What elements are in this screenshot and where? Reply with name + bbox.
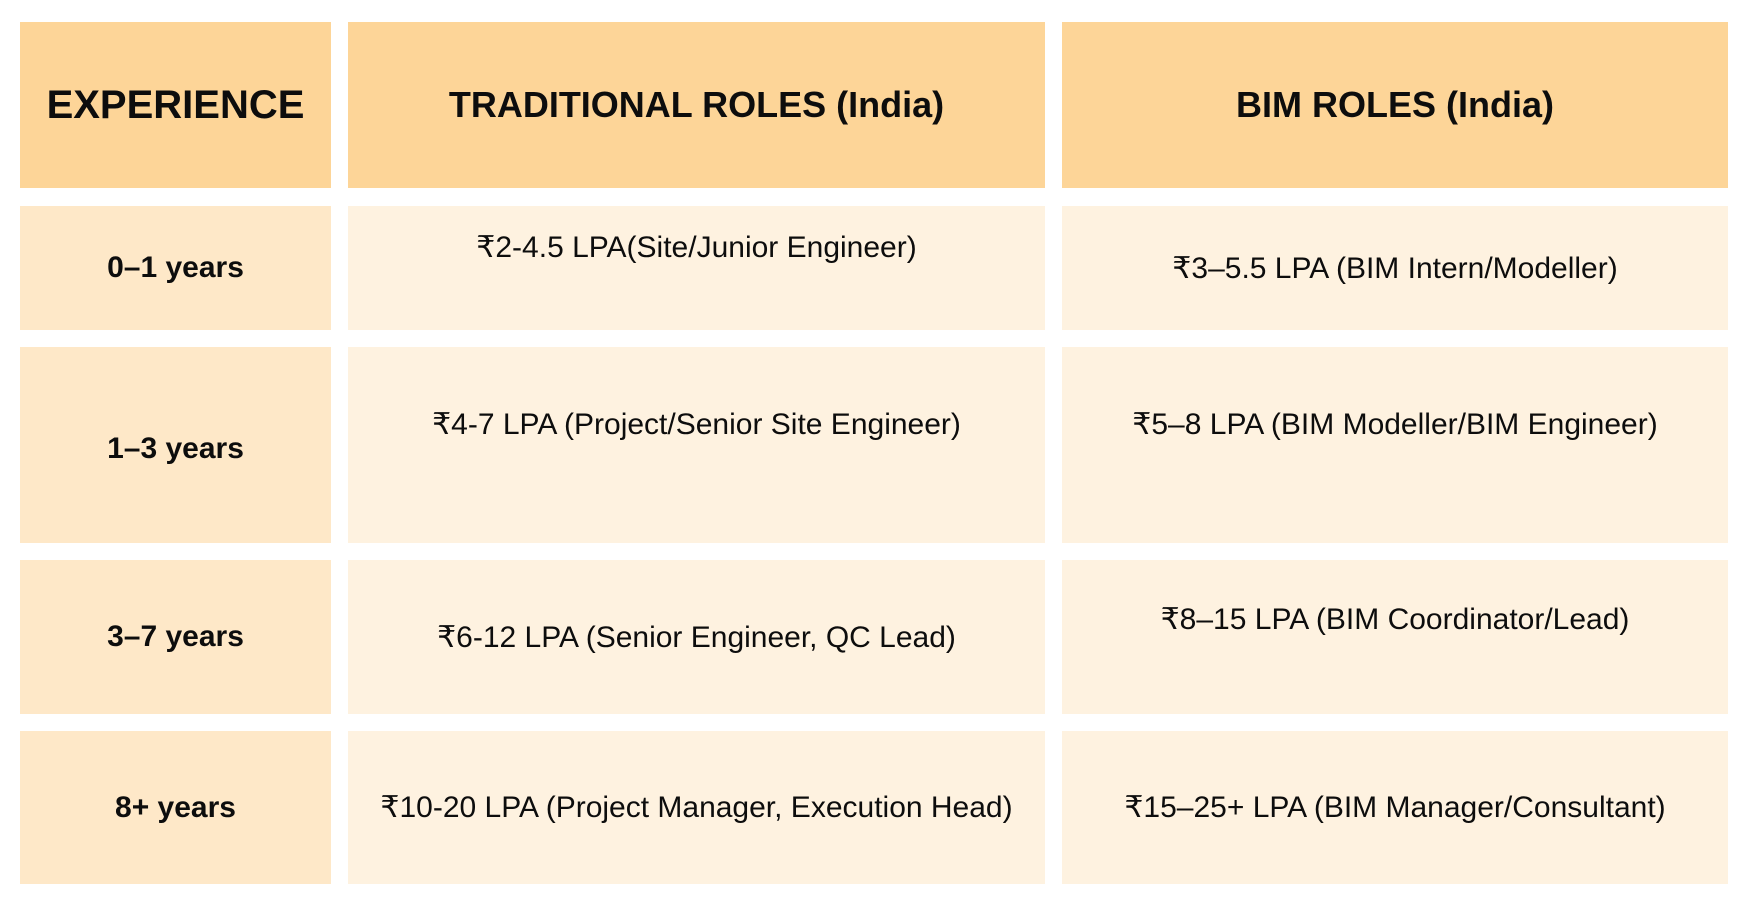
experience-label: 8+ years (115, 790, 236, 824)
experience-cell: 3–7 years (20, 560, 331, 714)
traditional-cell: ₹6-12 LPA (Senior Engineer, QC Lead) (348, 560, 1045, 714)
header-traditional-label: TRADITIONAL ROLES (India) (448, 84, 945, 125)
traditional-salary: ₹10-20 LPA (Project Manager, Execution H… (380, 791, 1013, 824)
header-experience-label: EXPERIENCE (46, 82, 305, 127)
experience-cell: 1–3 years (20, 347, 331, 543)
bim-cell: ₹8–15 LPA (BIM Coordinator/Lead) (1062, 560, 1728, 714)
traditional-salary: ₹6-12 LPA (Senior Engineer, QC Lead) (437, 620, 956, 654)
traditional-cell: ₹4-7 LPA (Project/Senior Site Engineer) (348, 347, 1045, 543)
traditional-cell: ₹10-20 LPA (Project Manager, Execution H… (348, 731, 1045, 884)
header-experience: EXPERIENCE (20, 22, 331, 188)
bim-cell: ₹15–25+ LPA (BIM Manager/Consultant) (1062, 731, 1728, 884)
header-bim-label: BIM ROLES (India) (1236, 84, 1554, 125)
experience-label: 0–1 years (107, 251, 244, 284)
traditional-salary: ₹4-7 LPA (Project/Senior Site Engineer) (432, 408, 961, 441)
experience-cell: 0–1 years (20, 206, 331, 330)
bim-salary: ₹5–8 LPA (BIM Modeller/BIM Engineer) (1132, 408, 1658, 441)
experience-cell: 8+ years (20, 731, 331, 884)
header-traditional-roles: TRADITIONAL ROLES (India) (348, 22, 1045, 188)
bim-salary: ₹15–25+ LPA (BIM Manager/Consultant) (1124, 791, 1666, 824)
experience-label: 1–3 years (107, 432, 244, 465)
experience-label: 3–7 years (107, 620, 244, 653)
traditional-cell: ₹2-4.5 LPA(Site/Junior Engineer) (348, 206, 1045, 330)
traditional-salary: ₹2-4.5 LPA(Site/Junior Engineer) (476, 231, 917, 264)
bim-cell: ₹5–8 LPA (BIM Modeller/BIM Engineer) (1062, 347, 1728, 543)
bim-salary: ₹3–5.5 LPA (BIM Intern/Modeller) (1172, 251, 1618, 285)
bim-salary: ₹8–15 LPA (BIM Coordinator/Lead) (1160, 603, 1630, 636)
bim-cell: ₹3–5.5 LPA (BIM Intern/Modeller) (1062, 206, 1728, 330)
header-bim-roles: BIM ROLES (India) (1062, 22, 1728, 188)
